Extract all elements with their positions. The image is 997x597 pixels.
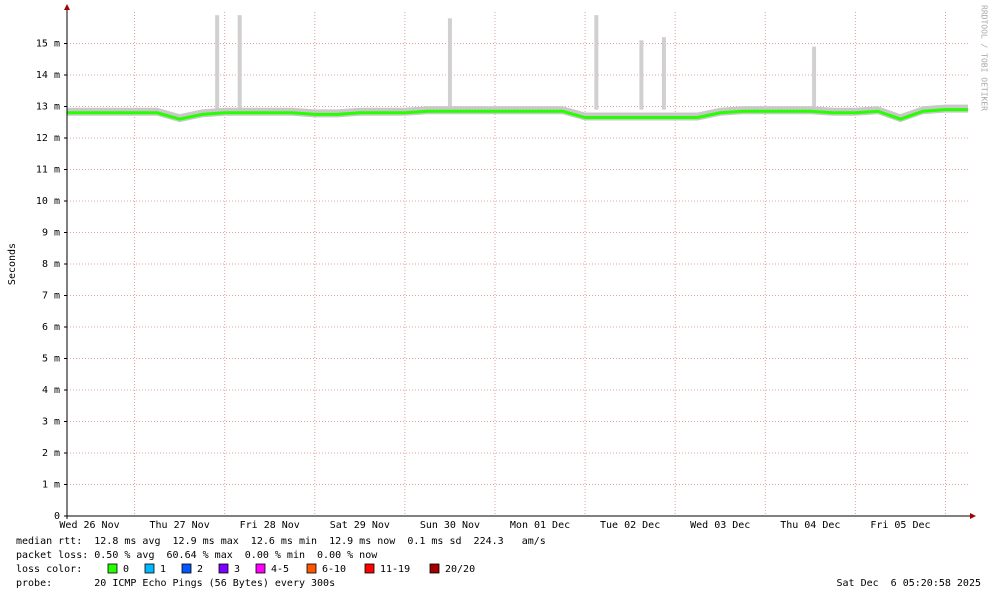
axis-arrow <box>64 4 70 10</box>
y-tick-label: 9 m <box>42 228 60 239</box>
smoke-bar <box>812 46 817 110</box>
y-tick-label: 0 <box>54 511 60 522</box>
y-tick-label: 15 m <box>36 39 60 50</box>
axis-arrow <box>970 513 976 519</box>
y-tick-label: 1 m <box>42 480 60 491</box>
y-tick-label: 5 m <box>42 354 60 365</box>
x-tick-label: Wed 26 Nov <box>59 520 119 531</box>
y-tick-label: 6 m <box>42 322 60 333</box>
x-tick-label: Mon 01 Dec <box>510 520 570 531</box>
loss-label: loss color: <box>16 564 82 575</box>
legend-label: 1 <box>160 564 166 575</box>
probe: probe: 20 ICMP Echo Pings (56 Bytes) eve… <box>16 578 335 589</box>
smoke-bar <box>594 15 599 110</box>
legend-label: 11-19 <box>380 564 410 575</box>
y-tick-label: 11 m <box>36 165 60 176</box>
legend-label: 2 <box>197 564 203 575</box>
smoke-bar <box>237 15 242 110</box>
y-axis-label: Seconds <box>7 243 18 285</box>
stats-line: median rtt: 12.8 ms avg 12.9 ms max 12.6… <box>16 536 546 547</box>
x-tick-label: Thu 04 Dec <box>780 520 840 531</box>
y-tick-label: 12 m <box>36 133 60 144</box>
x-tick-label: Sun 30 Nov <box>420 520 480 531</box>
legend-swatch <box>306 563 317 574</box>
legend-label: 0 <box>123 564 129 575</box>
smoke-bar <box>447 18 452 110</box>
x-tick-label: Fri 28 Nov <box>240 520 300 531</box>
watermark: RRDTOOL / TOBI OETIKER <box>980 5 989 111</box>
y-tick-label: 7 m <box>42 291 60 302</box>
legend-label: 3 <box>234 564 240 575</box>
y-tick-label: 3 m <box>42 417 60 428</box>
legend-swatch <box>107 563 118 574</box>
y-tick-label: 4 m <box>42 385 60 396</box>
legend-swatch <box>144 563 155 574</box>
legend-swatch <box>429 563 440 574</box>
median-line <box>67 108 968 121</box>
smoke-bar <box>661 37 666 110</box>
y-tick-label: 2 m <box>42 448 60 459</box>
y-tick-label: 8 m <box>42 259 60 270</box>
legend-label: 4-5 <box>271 564 289 575</box>
x-tick-label: Sat 29 Nov <box>330 520 390 531</box>
x-tick-label: Thu 27 Nov <box>150 520 210 531</box>
y-tick-label: 13 m <box>36 102 60 113</box>
y-tick-label: 14 m <box>36 70 60 81</box>
smoke-bar <box>639 40 644 110</box>
legend-label: 20/20 <box>445 564 475 575</box>
legend-swatch <box>181 563 192 574</box>
x-tick-label: Fri 05 Dec <box>870 520 930 531</box>
y-tick-label: 10 m <box>36 196 60 207</box>
timestamp: Sat Dec 6 05:20:58 2025 <box>837 578 982 589</box>
x-tick-label: Tue 02 Dec <box>600 520 660 531</box>
smoke-bar <box>215 15 220 110</box>
legend-swatch <box>364 563 375 574</box>
stats-line: packet loss: 0.50 % avg 60.64 % max 0.00… <box>16 550 378 561</box>
x-tick-label: Wed 03 Dec <box>690 520 750 531</box>
legend-swatch <box>218 563 229 574</box>
smoke-band <box>67 104 968 123</box>
legend-swatch <box>255 563 266 574</box>
legend-label: 6-10 <box>322 564 346 575</box>
